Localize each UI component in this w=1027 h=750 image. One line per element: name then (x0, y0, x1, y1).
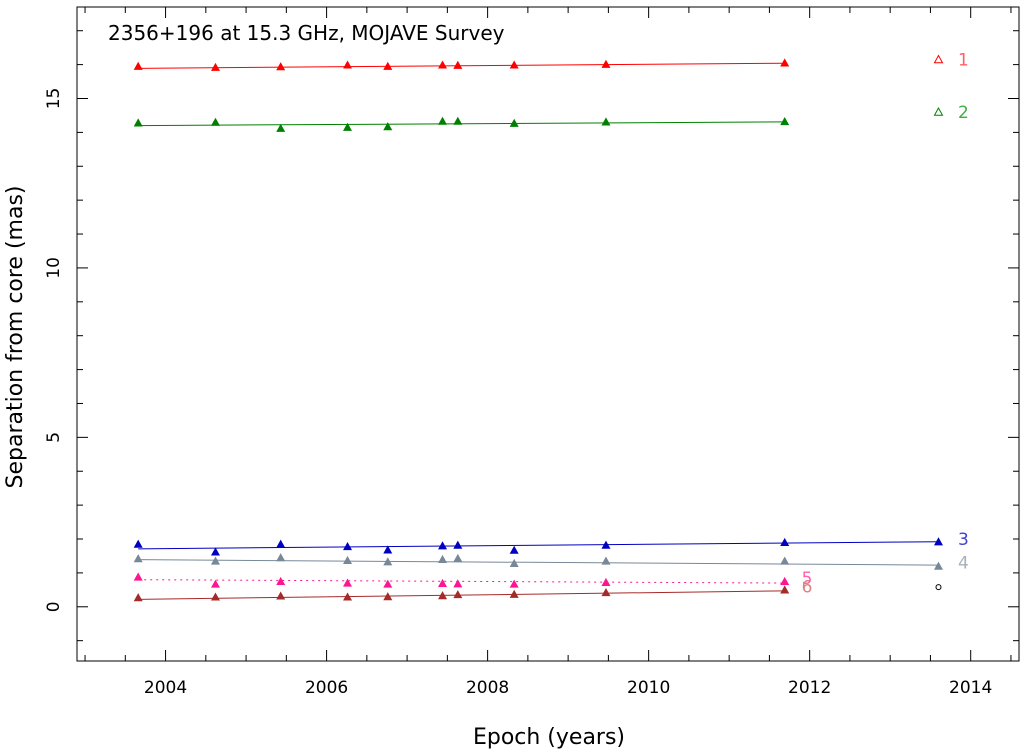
series-label-5: 5 (802, 569, 813, 589)
point-series-2 (780, 117, 790, 126)
open-circle-marker (935, 584, 942, 591)
x-tick-label: 2010 (627, 678, 670, 698)
point-series-2 (601, 117, 611, 126)
point-series-4 (601, 556, 611, 565)
point-series-2 (210, 117, 220, 126)
point-series-1 (133, 61, 143, 70)
point-series-5 (780, 576, 790, 585)
point-series-2 (383, 122, 393, 131)
point-series-1 (453, 60, 463, 69)
point-series-4 (438, 554, 448, 563)
point-series-2 (343, 122, 353, 131)
y-tick-label: 15 (44, 88, 64, 110)
point-series-6 (133, 593, 143, 602)
point-series-4 (343, 555, 353, 564)
series-label-4: 4 (958, 554, 969, 574)
fit-line-5 (138, 579, 785, 584)
point-series-3 (343, 541, 353, 551)
x-tick-label: 2004 (144, 678, 187, 698)
point-series-1 (438, 60, 448, 69)
series-label-3: 3 (958, 530, 969, 550)
point-series-3 (933, 537, 943, 546)
point-series-3 (780, 537, 790, 546)
point-series-4 (383, 557, 393, 566)
point-series-3 (276, 539, 286, 548)
fit-line-1 (138, 62, 785, 69)
point-series-5 (438, 578, 448, 588)
chart-title: 2356+196 at 15.3 GHz, MOJAVE Survey (108, 21, 505, 45)
point-series-4 (453, 553, 463, 562)
series-label-2: 2 (958, 103, 969, 123)
point-series-5 (133, 572, 143, 581)
point-series-3 (383, 545, 393, 554)
x-tick-label: 2006 (305, 678, 348, 698)
point-series-6 (509, 589, 519, 598)
point-series-4 (276, 553, 286, 562)
x-axis-label: Epoch (years) (473, 725, 625, 750)
point-series-3 (210, 547, 220, 556)
fit-line-4 (138, 559, 939, 566)
point-series-2 (276, 123, 286, 132)
point-series-6 (453, 590, 463, 599)
series-labels: 1 2 3 4 56 (802, 51, 969, 598)
point-series-1 (780, 58, 790, 67)
point-series-6 (210, 592, 220, 601)
fit-lines (138, 62, 939, 600)
plot-frame (76, 6, 1020, 662)
point-series-4 (133, 554, 143, 563)
point-series-4 (933, 561, 943, 570)
point-series-2 (509, 118, 519, 127)
point-series-6 (383, 592, 393, 601)
point-series-6 (276, 591, 286, 600)
y-tick-label: 0 (44, 601, 64, 612)
series-label-6: 6 (802, 577, 813, 597)
point-series-1 (601, 59, 611, 68)
point-series-1 (276, 62, 286, 71)
point-series-5 (601, 577, 611, 586)
point-series-5 (509, 579, 519, 588)
y-tick-label: 5 (44, 432, 64, 443)
point-series-5 (276, 576, 286, 585)
fit-line-3 (138, 541, 939, 550)
point-series-5 (210, 579, 220, 588)
point-series-6 (780, 585, 790, 594)
projected-point-series-1 (933, 54, 944, 64)
x-tick-label: 2008 (466, 678, 509, 698)
point-series-4 (509, 558, 519, 568)
point-series-2 (453, 116, 463, 125)
x-tick-label: 2014 (949, 678, 992, 698)
point-series-5 (383, 579, 393, 588)
point-series-3 (133, 539, 143, 548)
point-series-2 (438, 116, 448, 125)
series-label-1: 1 (958, 51, 969, 71)
point-series-1 (509, 60, 519, 69)
point-series-3 (509, 545, 519, 554)
point-series-6 (438, 591, 448, 600)
point-series-6 (601, 588, 611, 597)
fit-line-6 (138, 590, 785, 600)
point-series-3 (453, 540, 463, 549)
point-series-6 (343, 592, 353, 601)
point-series-1 (210, 62, 220, 71)
point-series-2 (133, 118, 143, 127)
point-series-5 (453, 579, 463, 588)
point-series-3 (438, 541, 448, 550)
projected-point-series-2 (933, 107, 944, 116)
point-series-1 (343, 60, 353, 69)
point-series-1 (383, 61, 393, 70)
y-axis-label: Separation from core (mas) (3, 186, 28, 489)
y-tick-label: 10 (44, 257, 64, 279)
point-series-4 (210, 556, 220, 565)
point-series-3 (601, 540, 611, 549)
data-points (133, 54, 944, 602)
x-tick-label: 2012 (788, 678, 831, 698)
point-series-5 (343, 578, 353, 587)
point-series-4 (780, 556, 790, 565)
